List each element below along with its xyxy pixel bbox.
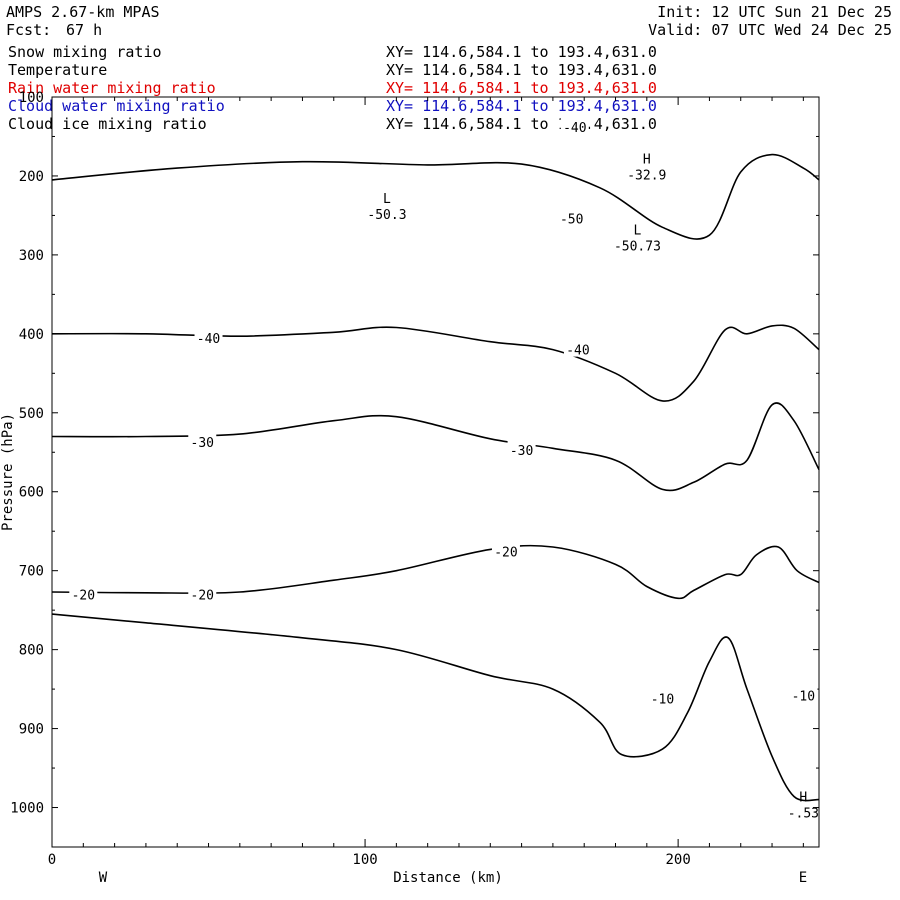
y-tick-label: 100 bbox=[19, 90, 44, 106]
contour-label: -20 bbox=[494, 546, 517, 561]
y-tick-label: 400 bbox=[19, 327, 44, 343]
extremum-value: -.53 bbox=[788, 807, 819, 822]
legend-field-name: Snow mixing ratio bbox=[8, 43, 162, 61]
isotherm-line bbox=[51, 613, 820, 802]
contour-label: -10 bbox=[651, 693, 674, 708]
contour-label-bg bbox=[69, 585, 98, 602]
model-title: AMPS 2.67-km MPAS bbox=[6, 3, 160, 21]
forecast-hours: 67 h bbox=[66, 21, 103, 39]
x-axis-label: Distance (km) bbox=[393, 870, 503, 886]
isotherm-line bbox=[51, 544, 820, 600]
x-tick-label: 100 bbox=[352, 852, 377, 868]
contour-label-bg bbox=[557, 209, 586, 226]
extremum-marker: H bbox=[799, 791, 807, 806]
contour-label-bg bbox=[188, 433, 217, 449]
y-tick-label: 500 bbox=[19, 406, 44, 422]
legend-field-name: Cloud water mixing ratio bbox=[8, 97, 225, 115]
contour-label-bg bbox=[648, 689, 677, 706]
y-tick-label: 1000 bbox=[10, 801, 44, 817]
legend-field-xy: XY= 114.6,584.1 to 193.4,631.0 bbox=[386, 79, 657, 97]
axis-ticks: 100 200 300 400 500 600 700 800 900 1000 0 100 200 bbox=[10, 90, 819, 868]
contour-label: -20 bbox=[191, 588, 214, 603]
extremum-marker: H bbox=[643, 153, 651, 168]
contour-label-bg bbox=[789, 686, 818, 703]
y-tick-label: 700 bbox=[19, 564, 44, 580]
init-time: Init: 12 UTC Sun 21 Dec 25 bbox=[657, 3, 892, 21]
legend-field-xy: XY= 114.6,584.1 to 193.4,631.0 bbox=[386, 43, 657, 61]
contour-annotations: -10 -10-20 -20-20-30-30-40-40-40-50L-50.3H… bbox=[69, 118, 819, 822]
y-tick-label: 900 bbox=[19, 722, 44, 738]
contour-label: -10 bbox=[792, 689, 815, 704]
contour-label: -20 bbox=[72, 588, 95, 603]
y-tick-label: 800 bbox=[19, 643, 44, 659]
legend-field-name: Cloud ice mixing ratio bbox=[8, 115, 207, 133]
contour-label-bg bbox=[563, 340, 592, 357]
legend-field-name: Temperature bbox=[8, 61, 108, 79]
y-tick-label: 200 bbox=[19, 169, 44, 185]
forecast-label: Fcst: bbox=[6, 21, 52, 39]
extremum-value: -50.73 bbox=[614, 240, 661, 255]
extremum-value: -50.3 bbox=[367, 208, 406, 223]
extremum-marker: L bbox=[383, 192, 391, 207]
plot-frame bbox=[51, 96, 820, 848]
legend-field-xy: XY= 114.6,584.1 to 193.4,631.0 bbox=[386, 97, 657, 115]
contour-label-bg bbox=[194, 328, 223, 345]
legend-field-xy: XY= 114.6,584.1 to 193.4,631.0 bbox=[386, 61, 657, 79]
isotherm-line bbox=[51, 402, 820, 492]
x-tick-label: 0 bbox=[48, 852, 56, 868]
contour-label-bg bbox=[188, 585, 217, 602]
extremum-value: -32.9 bbox=[627, 169, 666, 184]
y-tick-label: 600 bbox=[19, 485, 44, 501]
valid-time: Valid: 07 UTC Wed 24 Dec 25 bbox=[648, 21, 892, 39]
y-tick-label: 300 bbox=[19, 248, 44, 264]
contour-label: -40 bbox=[566, 344, 589, 359]
contour-label: -40 bbox=[563, 121, 586, 136]
contour-label-bg bbox=[507, 440, 536, 457]
x-end-label-right: E bbox=[799, 870, 807, 886]
extremum-marker: L bbox=[634, 224, 642, 239]
x-end-label-left: W bbox=[99, 870, 108, 886]
y-axis-label: Pressure (hPa) bbox=[0, 413, 16, 531]
contour-label: -40 bbox=[197, 332, 220, 347]
contour-label: -30 bbox=[191, 436, 214, 451]
contour-label-bg bbox=[491, 542, 520, 559]
contour-label-bg bbox=[560, 118, 589, 134]
contour-label: -30 bbox=[510, 444, 533, 459]
isotherm-layer bbox=[51, 153, 820, 802]
isotherm-line bbox=[51, 324, 820, 402]
x-tick-label: 200 bbox=[665, 852, 690, 868]
legend-field-name: Rain water mixing ratio bbox=[8, 79, 216, 97]
contour-label: -50 bbox=[560, 213, 583, 228]
isotherm-line bbox=[51, 153, 820, 240]
